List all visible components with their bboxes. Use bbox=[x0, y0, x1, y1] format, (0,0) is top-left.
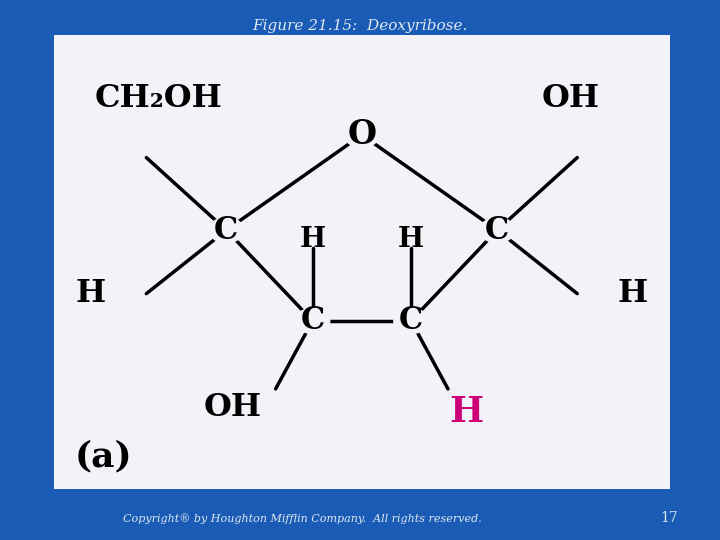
Text: (a): (a) bbox=[74, 440, 132, 474]
Text: C: C bbox=[485, 214, 509, 246]
Text: OH: OH bbox=[204, 392, 261, 423]
Text: H: H bbox=[398, 226, 424, 253]
Circle shape bbox=[480, 218, 515, 243]
Text: H: H bbox=[618, 278, 648, 309]
Text: C: C bbox=[399, 305, 423, 336]
Circle shape bbox=[209, 218, 243, 243]
Text: H: H bbox=[76, 278, 106, 309]
Text: H: H bbox=[449, 395, 484, 429]
Circle shape bbox=[295, 308, 330, 334]
Text: C: C bbox=[300, 305, 325, 336]
Text: H: H bbox=[300, 226, 325, 253]
Text: C: C bbox=[215, 214, 238, 246]
Text: O: O bbox=[347, 118, 377, 151]
Text: CH₂OH: CH₂OH bbox=[95, 83, 222, 114]
Circle shape bbox=[394, 308, 428, 334]
Text: Copyright® by Houghton Mifflin Company.  All rights reserved.: Copyright® by Houghton Mifflin Company. … bbox=[123, 513, 482, 524]
Circle shape bbox=[345, 122, 379, 147]
Text: 17: 17 bbox=[661, 511, 678, 525]
Text: Figure 21.15:  Deoxyribose.: Figure 21.15: Deoxyribose. bbox=[252, 19, 468, 33]
Text: OH: OH bbox=[542, 83, 600, 114]
